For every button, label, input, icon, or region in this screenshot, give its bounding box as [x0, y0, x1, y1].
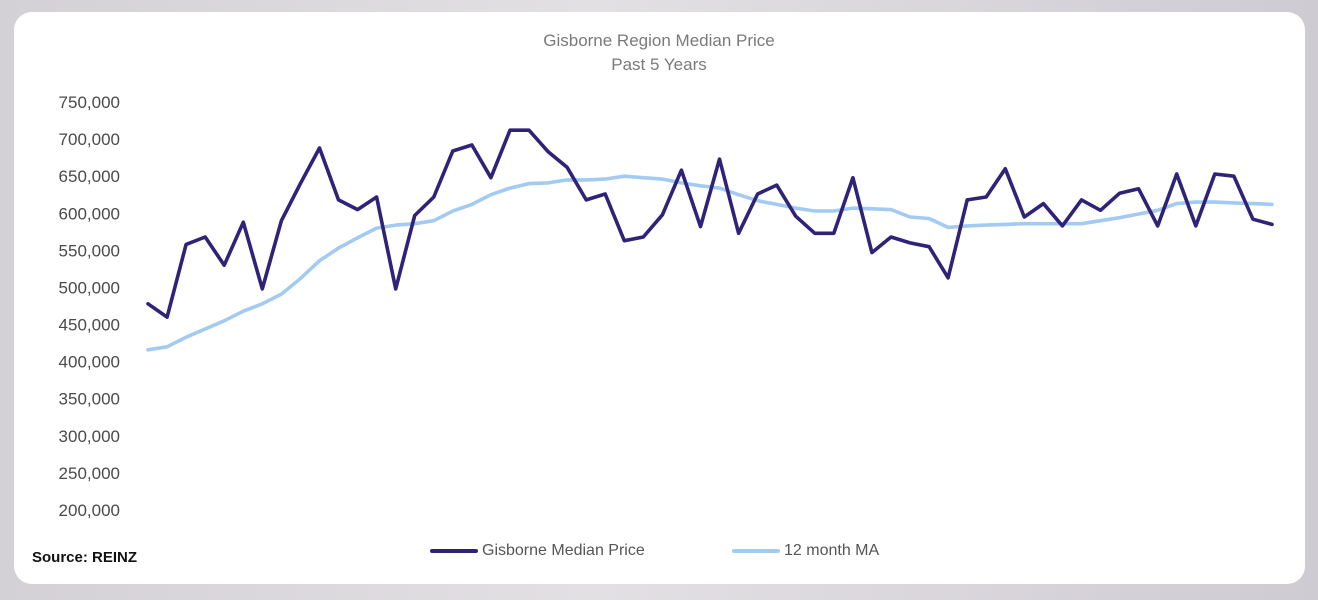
- legend-label-ma: 12 month MA: [784, 542, 880, 559]
- y-tick-label: 300,000: [59, 427, 120, 446]
- legend-item-median-price: Gisborne Median Price: [430, 542, 645, 560]
- y-axis-tick-labels: 750,000 700,000 650,000 600,000 550,000 500,0…: [59, 93, 120, 520]
- legend-item-ma: 12 month MA: [732, 542, 879, 560]
- legend-swatch-median-price: [430, 549, 478, 553]
- y-tick-label: 450,000: [59, 316, 120, 335]
- y-tick-label: 550,000: [59, 241, 120, 260]
- y-tick-label: 700,000: [59, 130, 120, 149]
- y-tick-label: 200,000: [59, 501, 120, 520]
- y-tick-label: 600,000: [59, 204, 120, 223]
- series-lines: [146, 128, 1274, 352]
- legend-swatch-ma: [732, 549, 780, 553]
- source-note: Source: REINZ: [32, 549, 138, 566]
- y-tick-label: 750,000: [59, 93, 120, 112]
- y-tick-label: 400,000: [59, 353, 120, 372]
- y-tick-label: 250,000: [59, 464, 120, 483]
- y-tick-label: 500,000: [59, 278, 120, 297]
- y-tick-label: 350,000: [59, 390, 120, 409]
- y-tick-label: 650,000: [59, 167, 120, 186]
- chart-subtitle: Past 5 Years: [611, 55, 707, 74]
- series-line-median-price: [146, 128, 1274, 319]
- series-line-12-month-ma: [146, 174, 1274, 352]
- chart-title: Gisborne Region Median Price: [543, 31, 775, 50]
- drop-lines: [147, 130, 1273, 512]
- chart-card: [14, 12, 1305, 584]
- legend-label-median-price: Gisborne Median Price: [482, 542, 645, 559]
